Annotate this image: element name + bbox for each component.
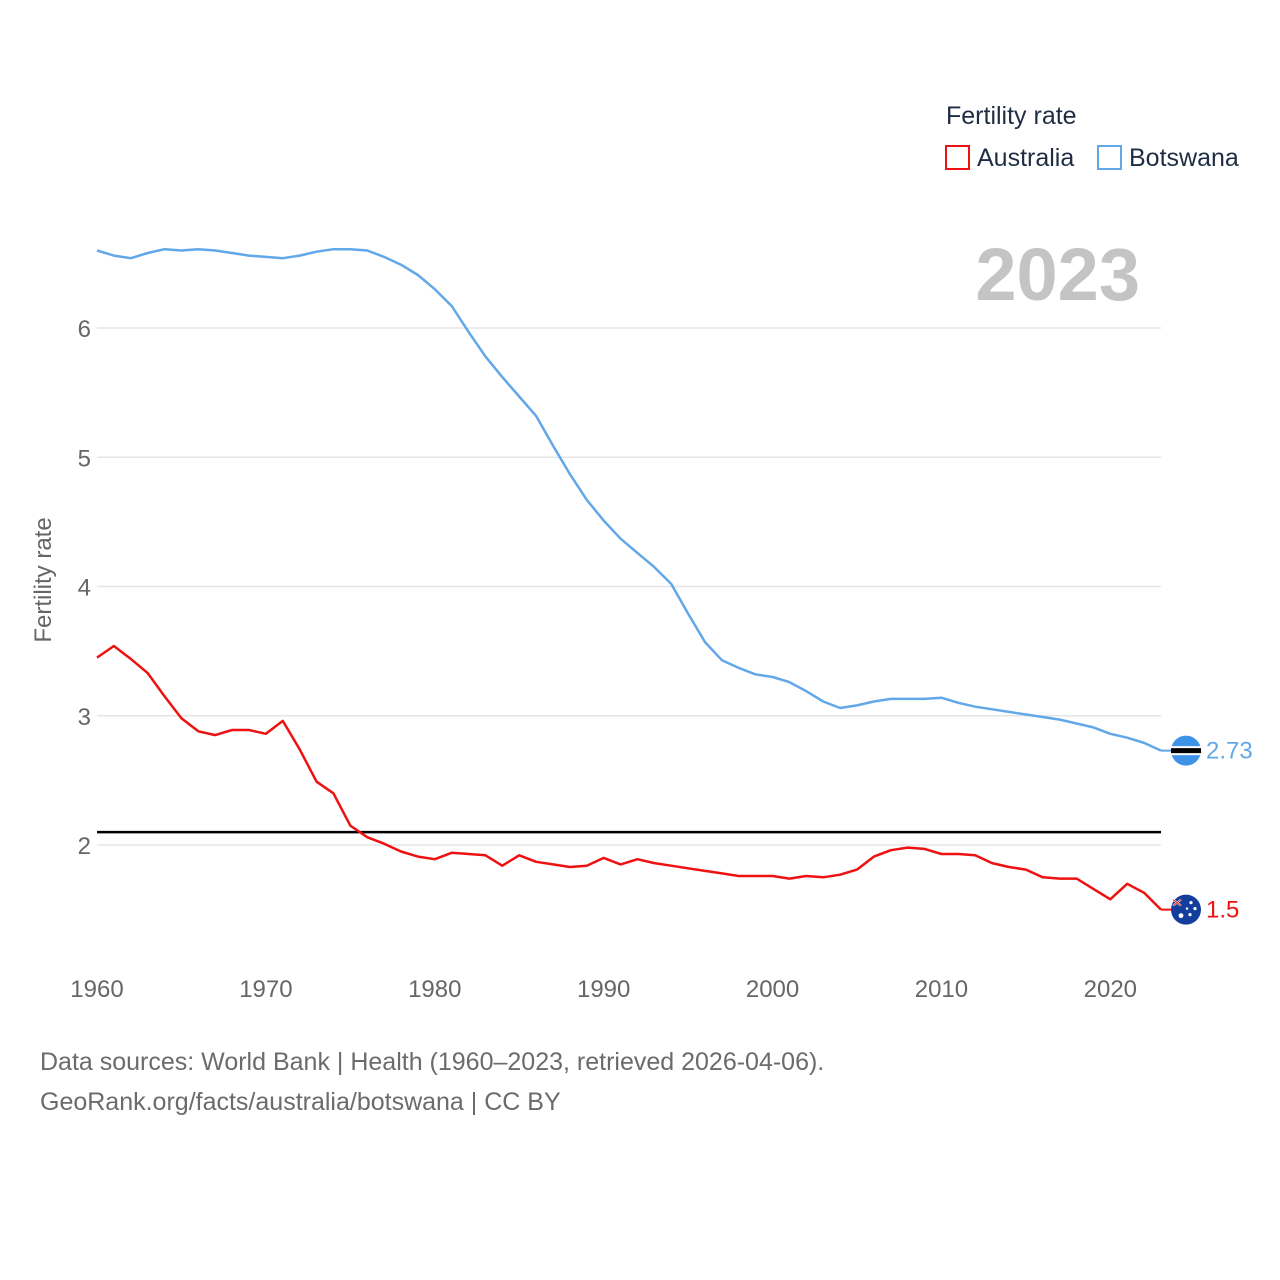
botswana-flag-icon[interactable] (1171, 735, 1201, 766)
series-line-australia[interactable] (96, 644, 1162, 911)
legend: Fertility rate Australia Botswana (945, 102, 1239, 172)
current-year-label: 2023 (975, 233, 1140, 316)
x-axis-ticks: 1960 1970 1980 1990 2000 2010 2020 (70, 976, 1137, 1003)
x-tick-label-1980: 1980 (408, 976, 461, 1003)
x-tick-label-2020: 2020 (1084, 976, 1137, 1003)
gridlines (97, 327, 1161, 846)
series-line-botswana[interactable] (96, 247, 1162, 752)
australia-flag-star-4 (1185, 907, 1189, 910)
y-tick-label-4: 4 (78, 575, 91, 602)
series-lines (96, 247, 1162, 911)
y-tick-label-5: 5 (78, 445, 91, 472)
x-tick-label-2000: 2000 (746, 976, 799, 1003)
y-axis-title: Fertility rate (30, 517, 57, 642)
footer: Data sources: World Bank | Health (1960–… (40, 1042, 824, 1122)
australia-flag-star-0 (1178, 913, 1184, 919)
x-tick-label-1970: 1970 (239, 976, 292, 1003)
legend-label-botswana[interactable]: Botswana (1129, 144, 1239, 172)
fertility-rate-chart: 2 3 4 5 6 1960 1970 1980 1990 2000 2010 2020 Ferti… (30, 102, 1253, 1003)
australia-flag-icon[interactable] (1171, 894, 1201, 925)
legend-title: Fertility rate (946, 102, 1077, 130)
australia-flag-star-3 (1188, 913, 1192, 917)
y-tick-label-3: 3 (78, 704, 91, 731)
y-axis-ticks: 2 3 4 5 6 (78, 316, 91, 860)
legend-swatch-australia[interactable] (945, 145, 970, 170)
y-tick-label-2: 2 (78, 833, 91, 860)
data-sources-text: Data sources: World Bank | Health (1960–… (40, 1048, 825, 1076)
australia-flag-union-red (1172, 899, 1182, 907)
botswana-flag-black-band (1171, 748, 1201, 754)
x-tick-label-2010: 2010 (915, 976, 968, 1003)
legend-label-australia[interactable]: Australia (977, 144, 1074, 172)
australia-flag-field (1171, 894, 1201, 925)
x-tick-label-1960: 1960 (70, 976, 123, 1003)
x-tick-label-1990: 1990 (577, 976, 630, 1003)
y-tick-label-6: 6 (78, 316, 91, 343)
australia-flag-star-2 (1193, 907, 1197, 911)
end-value-label-botswana: 2.73 (1206, 738, 1253, 765)
end-markers: 1.5 2.73 (1161, 735, 1253, 925)
legend-swatch-botswana[interactable] (1097, 145, 1122, 170)
australia-flag-star-1 (1189, 901, 1193, 905)
end-value-label-australia: 1.5 (1206, 897, 1239, 924)
license-link[interactable]: GeoRank.org/facts/australia/botswana | C… (40, 1088, 561, 1116)
